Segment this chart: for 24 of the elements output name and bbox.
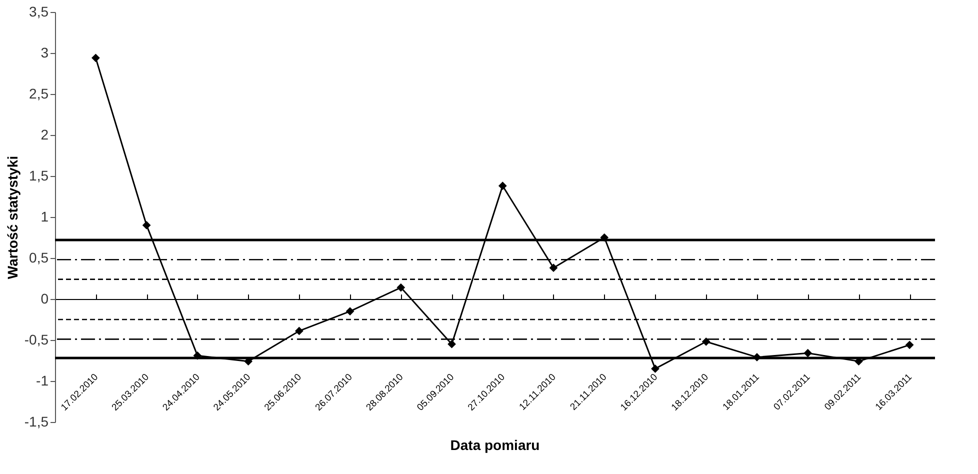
y-tick-label: 3	[40, 44, 49, 60]
y-tick-label: 1	[40, 208, 49, 224]
y-tick-label: 3,5	[29, 4, 49, 20]
point	[396, 283, 406, 292]
point	[804, 348, 812, 358]
y-tick-label: 1,5	[29, 168, 49, 184]
y-tick-label: 2,5	[29, 86, 49, 102]
y-tick-label: -0,5	[24, 332, 49, 348]
point	[92, 54, 100, 62]
point	[549, 264, 558, 272]
point	[346, 307, 354, 316]
y-tick-label: 0	[40, 290, 49, 306]
y-tick-label: 2	[40, 126, 49, 142]
y-tick-label: 0,5	[29, 250, 49, 266]
y-tick-label: -1	[36, 372, 49, 388]
y-axis-title: Wartość statystyki	[4, 156, 20, 280]
point	[651, 364, 660, 373]
point	[498, 182, 507, 190]
point	[905, 340, 914, 350]
point	[294, 326, 304, 336]
point	[448, 340, 456, 348]
point	[142, 221, 151, 230]
y-tick-label: -1,5	[24, 414, 49, 430]
x-axis-title: Data pomiaru	[450, 437, 540, 453]
